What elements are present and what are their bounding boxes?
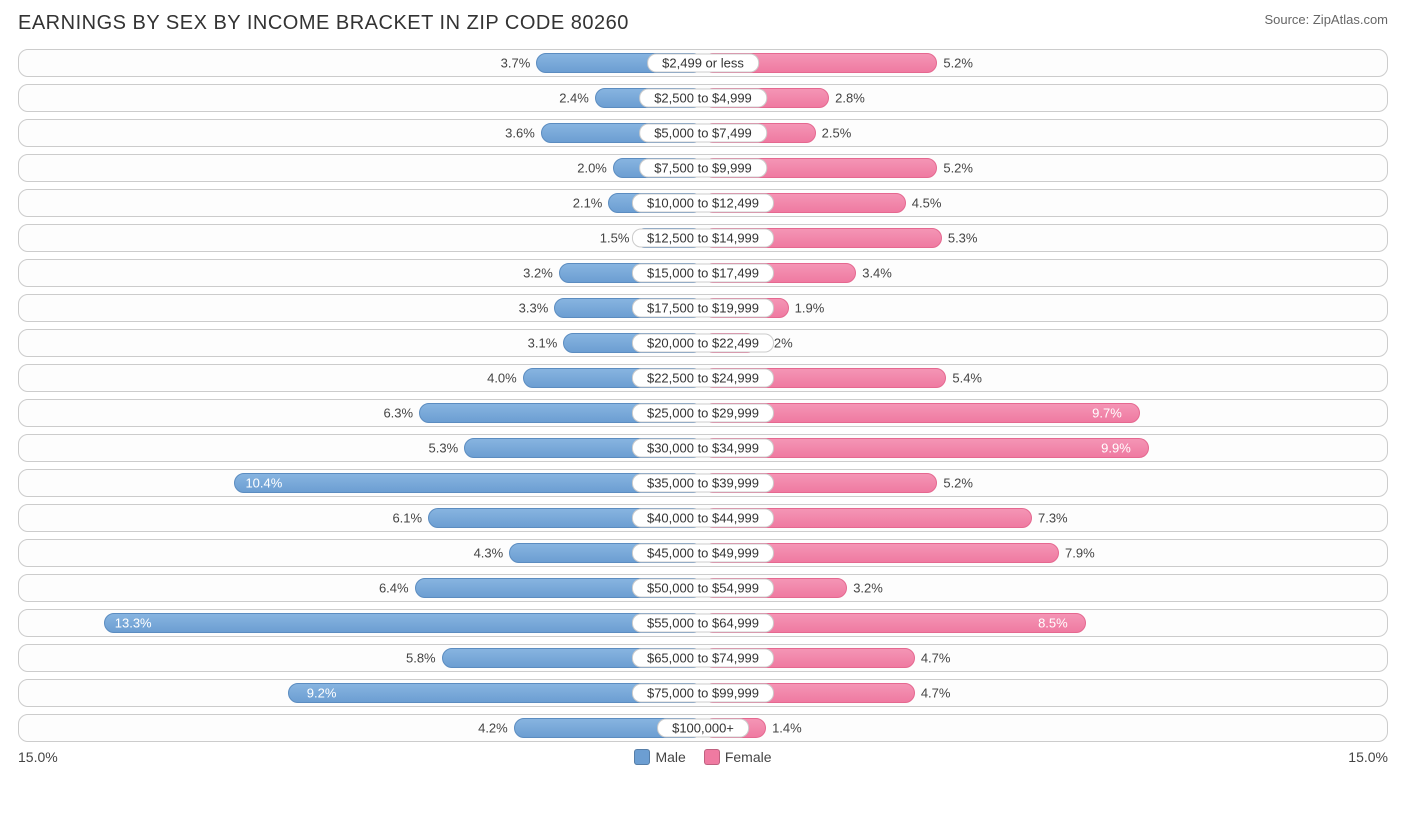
bracket-row: 4.3% 7.9% $45,000 to $49,999 bbox=[18, 539, 1388, 567]
female-value: 9.7% bbox=[1092, 406, 1122, 421]
bracket-row: 5.3% 9.9% $30,000 to $34,999 bbox=[18, 434, 1388, 462]
male-value: 3.2% bbox=[523, 266, 553, 281]
legend-female: Female bbox=[704, 749, 772, 765]
male-value: 3.7% bbox=[501, 56, 531, 71]
female-value: 5.3% bbox=[948, 231, 978, 246]
female-value: 2.8% bbox=[835, 91, 865, 106]
male-value: 6.3% bbox=[383, 406, 413, 421]
male-value: 5.3% bbox=[429, 441, 459, 456]
bracket-label: $25,000 to $29,999 bbox=[632, 404, 774, 423]
bracket-label: $30,000 to $34,999 bbox=[632, 439, 774, 458]
bracket-label: $5,000 to $7,499 bbox=[639, 124, 767, 143]
female-swatch-icon bbox=[704, 749, 720, 765]
bracket-row: 2.1% 4.5% $10,000 to $12,499 bbox=[18, 189, 1388, 217]
male-bar bbox=[104, 613, 703, 633]
female-value: 5.2% bbox=[943, 56, 973, 71]
male-value: 2.4% bbox=[559, 91, 589, 106]
female-value: 5.2% bbox=[943, 161, 973, 176]
female-value: 4.7% bbox=[921, 651, 951, 666]
bracket-label: $35,000 to $39,999 bbox=[632, 474, 774, 493]
male-swatch-icon bbox=[634, 749, 650, 765]
chart-title: EARNINGS BY SEX BY INCOME BRACKET IN ZIP… bbox=[18, 12, 629, 35]
bracket-label: $10,000 to $12,499 bbox=[632, 194, 774, 213]
male-value: 5.8% bbox=[406, 651, 436, 666]
bracket-label: $12,500 to $14,999 bbox=[632, 229, 774, 248]
bracket-label: $22,500 to $24,999 bbox=[632, 369, 774, 388]
legend-female-label: Female bbox=[725, 749, 772, 765]
female-value: 3.2% bbox=[853, 581, 883, 596]
bracket-label: $40,000 to $44,999 bbox=[632, 509, 774, 528]
bracket-row: 5.8% 4.7% $65,000 to $74,999 bbox=[18, 644, 1388, 672]
female-value: 1.9% bbox=[795, 301, 825, 316]
bracket-row: 3.3% 1.9% $17,500 to $19,999 bbox=[18, 294, 1388, 322]
male-value: 3.1% bbox=[528, 336, 558, 351]
female-value: 9.9% bbox=[1101, 441, 1131, 456]
male-value: 3.6% bbox=[505, 126, 535, 141]
bracket-label: $7,500 to $9,999 bbox=[639, 159, 767, 178]
bracket-label: $55,000 to $64,999 bbox=[632, 614, 774, 633]
male-value: 4.0% bbox=[487, 371, 517, 386]
female-value: 4.7% bbox=[921, 686, 951, 701]
bracket-row: 4.0% 5.4% $22,500 to $24,999 bbox=[18, 364, 1388, 392]
diverging-bar-chart: 3.7% 5.2% $2,499 or less 2.4% 2.8% $2,500 to … bbox=[18, 49, 1388, 742]
bracket-label: $17,500 to $19,999 bbox=[632, 299, 774, 318]
bracket-row: 13.3% 8.5% $55,000 to $64,999 bbox=[18, 609, 1388, 637]
male-value: 1.5% bbox=[600, 231, 630, 246]
bracket-row: 3.2% 3.4% $15,000 to $17,499 bbox=[18, 259, 1388, 287]
bracket-label: $50,000 to $54,999 bbox=[632, 579, 774, 598]
bracket-row: 9.2% 4.7% $75,000 to $99,999 bbox=[18, 679, 1388, 707]
bracket-row: 4.2% 1.4% $100,000+ bbox=[18, 714, 1388, 742]
female-value: 5.2% bbox=[943, 476, 973, 491]
male-value: 6.1% bbox=[392, 511, 422, 526]
bracket-row: 6.4% 3.2% $50,000 to $54,999 bbox=[18, 574, 1388, 602]
bracket-row: 6.1% 7.3% $40,000 to $44,999 bbox=[18, 504, 1388, 532]
legend-male-label: Male bbox=[655, 749, 685, 765]
axis-right-max: 15.0% bbox=[1348, 749, 1388, 765]
female-value: 5.4% bbox=[952, 371, 982, 386]
female-value: 7.3% bbox=[1038, 511, 1068, 526]
female-value: 8.5% bbox=[1038, 616, 1068, 631]
male-value: 6.4% bbox=[379, 581, 409, 596]
bracket-row: 2.0% 5.2% $7,500 to $9,999 bbox=[18, 154, 1388, 182]
female-value: 3.4% bbox=[862, 266, 892, 281]
bracket-label: $100,000+ bbox=[657, 719, 749, 738]
bracket-row: 3.6% 2.5% $5,000 to $7,499 bbox=[18, 119, 1388, 147]
bracket-label: $2,499 or less bbox=[647, 54, 759, 73]
bracket-row: 6.3% 9.7% $25,000 to $29,999 bbox=[18, 399, 1388, 427]
legend-male: Male bbox=[634, 749, 685, 765]
female-value: 2.5% bbox=[822, 126, 852, 141]
male-value: 4.2% bbox=[478, 721, 508, 736]
male-value: 4.3% bbox=[474, 546, 504, 561]
bracket-label: $20,000 to $22,499 bbox=[632, 334, 774, 353]
male-value: 9.2% bbox=[307, 686, 337, 701]
header: EARNINGS BY SEX BY INCOME BRACKET IN ZIP… bbox=[18, 12, 1388, 35]
bracket-row: 3.1%1.2%$20,000 to $22,499 bbox=[18, 329, 1388, 357]
bracket-row: 10.4% 5.2% $35,000 to $39,999 bbox=[18, 469, 1388, 497]
female-value: 1.4% bbox=[772, 721, 802, 736]
male-value: 2.1% bbox=[573, 196, 603, 211]
source-attribution: Source: ZipAtlas.com bbox=[1264, 12, 1388, 27]
bracket-label: $75,000 to $99,999 bbox=[632, 684, 774, 703]
male-value: 10.4% bbox=[245, 476, 282, 491]
bracket-label: $2,500 to $4,999 bbox=[639, 89, 767, 108]
chart-footer: 15.0% Male Female 15.0% bbox=[18, 749, 1388, 765]
male-value: 2.0% bbox=[577, 161, 607, 176]
male-value: 13.3% bbox=[115, 616, 152, 631]
axis-left-max: 15.0% bbox=[18, 749, 58, 765]
bracket-label: $65,000 to $74,999 bbox=[632, 649, 774, 668]
bracket-label: $45,000 to $49,999 bbox=[632, 544, 774, 563]
male-value: 3.3% bbox=[519, 301, 549, 316]
bracket-row: 3.7% 5.2% $2,499 or less bbox=[18, 49, 1388, 77]
female-value: 4.5% bbox=[912, 196, 942, 211]
bracket-label: $15,000 to $17,499 bbox=[632, 264, 774, 283]
female-value: 7.9% bbox=[1065, 546, 1095, 561]
legend: Male Female bbox=[634, 749, 771, 765]
bracket-row: 2.4% 2.8% $2,500 to $4,999 bbox=[18, 84, 1388, 112]
bracket-row: 1.5% 5.3% $12,500 to $14,999 bbox=[18, 224, 1388, 252]
